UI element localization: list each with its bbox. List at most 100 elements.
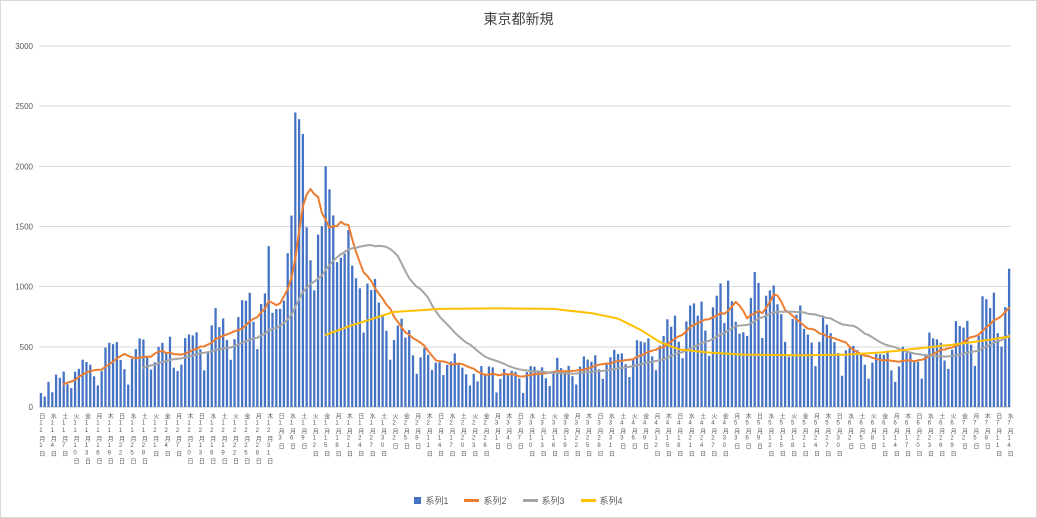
bar <box>510 370 513 407</box>
bar <box>180 364 183 407</box>
bar <box>662 335 665 407</box>
bar <box>142 339 145 407</box>
bar <box>704 330 707 407</box>
bar <box>939 342 942 407</box>
bar <box>973 365 977 407</box>
bar <box>377 302 380 407</box>
legend-label-series2: 系列2 <box>483 496 507 506</box>
bar <box>206 351 210 407</box>
bar <box>465 374 468 407</box>
bar <box>430 370 434 407</box>
bar <box>514 371 517 407</box>
bar <box>320 226 324 407</box>
bar <box>400 318 403 407</box>
bar <box>134 349 137 407</box>
line-swatch-icon <box>522 499 538 502</box>
bar <box>521 393 525 407</box>
bar <box>692 303 696 407</box>
bar <box>791 318 794 407</box>
bar <box>259 303 263 407</box>
bar <box>795 314 798 407</box>
bar <box>594 355 597 407</box>
legend-label-series4: 系列4 <box>599 496 623 506</box>
bar <box>184 338 187 407</box>
bar <box>343 253 346 407</box>
bar <box>373 278 377 407</box>
bar <box>932 338 935 407</box>
bar <box>487 366 491 407</box>
bar <box>742 332 745 407</box>
bar <box>423 347 426 407</box>
bar <box>575 384 578 407</box>
bar <box>920 378 923 407</box>
legend-item-series1: 系列1 <box>414 494 448 507</box>
bar <box>73 371 77 407</box>
bar <box>848 348 851 407</box>
bar <box>271 312 274 407</box>
bar <box>389 359 392 407</box>
bar <box>385 330 388 407</box>
bar <box>70 388 73 407</box>
bar <box>218 327 221 407</box>
bar <box>354 278 358 407</box>
bar <box>240 300 244 407</box>
bar <box>924 354 927 407</box>
bar <box>476 381 479 407</box>
bar <box>544 378 548 407</box>
bar <box>639 341 642 407</box>
bar <box>658 345 661 407</box>
bar <box>533 366 536 407</box>
bar <box>480 366 483 407</box>
bar <box>358 288 361 407</box>
bar <box>229 359 232 407</box>
bar <box>256 349 259 407</box>
bar <box>468 385 472 407</box>
bar <box>297 119 301 407</box>
legend-label-series3: 系列3 <box>541 496 565 506</box>
bar <box>943 360 946 407</box>
bar <box>115 342 118 407</box>
bar <box>726 280 730 407</box>
bar <box>711 307 715 407</box>
chart-title: 東京都新規 <box>483 11 554 27</box>
bar <box>263 293 267 407</box>
bar <box>916 361 920 407</box>
bar <box>685 321 688 407</box>
bar <box>909 352 912 407</box>
bar <box>119 359 122 407</box>
bar <box>616 354 620 407</box>
bar <box>988 308 992 407</box>
bar <box>339 257 342 407</box>
bar <box>559 368 563 407</box>
bar <box>886 350 889 407</box>
y-axis-tick-label: 0 <box>29 403 34 412</box>
bar <box>199 349 202 407</box>
bar <box>578 366 582 407</box>
bar <box>100 371 103 407</box>
bar <box>453 353 456 407</box>
bar <box>96 385 99 407</box>
bar <box>214 308 217 407</box>
bar <box>1000 346 1003 407</box>
bar <box>689 305 692 407</box>
bar <box>673 315 677 407</box>
bar <box>928 332 931 407</box>
bar <box>954 321 958 407</box>
bar <box>643 342 646 407</box>
bar <box>237 316 240 407</box>
bar <box>597 369 601 407</box>
bar <box>833 342 836 407</box>
bar <box>821 317 825 407</box>
line-swatch-icon <box>580 499 596 502</box>
bar <box>290 215 293 407</box>
bar <box>203 370 206 407</box>
bar <box>867 378 870 407</box>
bar <box>77 368 81 407</box>
bar <box>992 292 996 407</box>
bar <box>305 227 308 407</box>
bar <box>316 234 320 407</box>
bar <box>408 330 411 407</box>
bar <box>351 265 354 407</box>
bar <box>962 327 965 407</box>
